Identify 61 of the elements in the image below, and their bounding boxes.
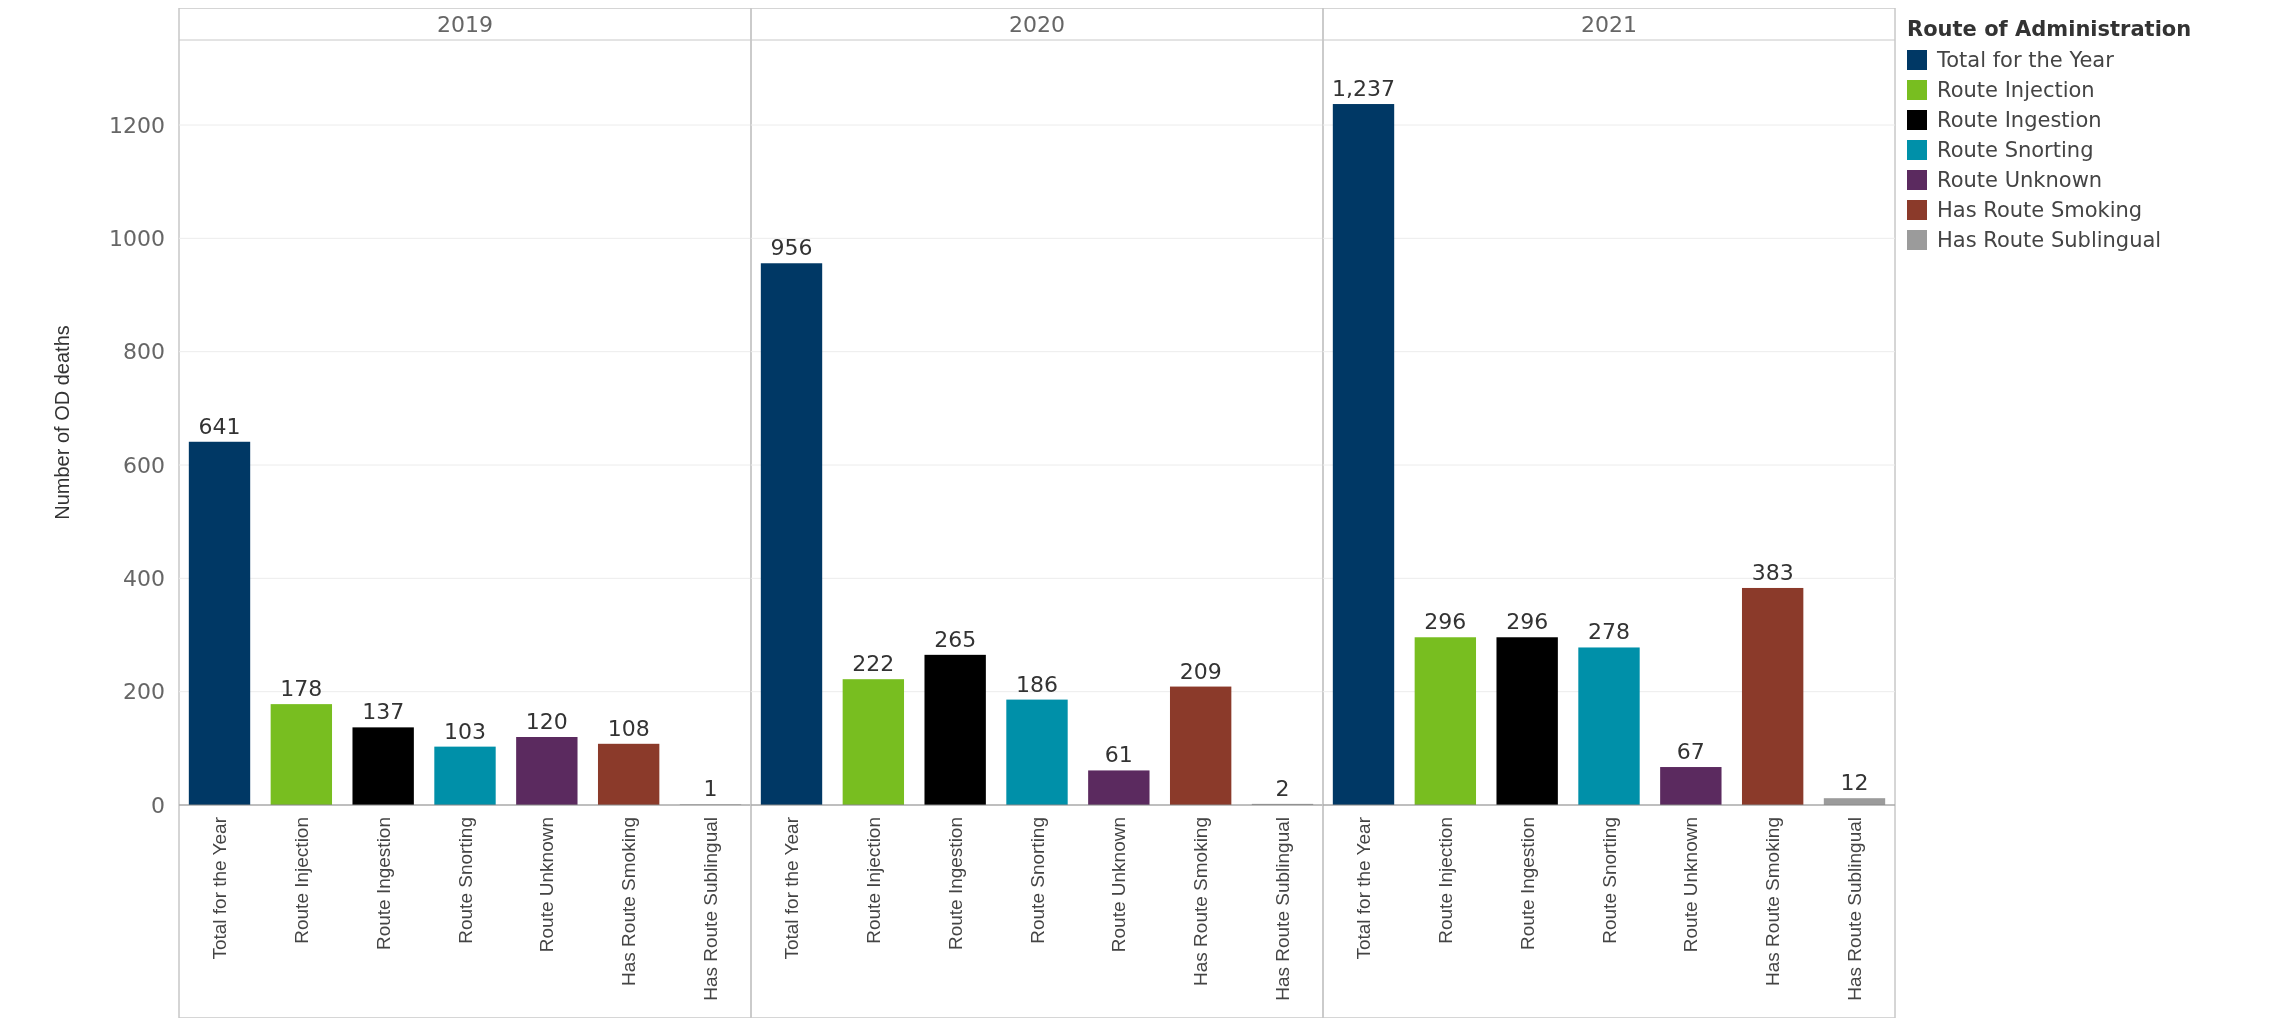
data-label: 296: [1424, 609, 1467, 635]
x-tick-label: Has Route Sublingual: [1844, 817, 1866, 1001]
data-label: 178: [280, 676, 323, 702]
data-label: 12: [1840, 770, 1869, 796]
legend-label: Has Route Smoking: [1937, 198, 2143, 223]
data-label: 296: [1506, 609, 1549, 635]
data-label: 67: [1676, 739, 1705, 765]
x-tick-label: Route Snorting: [454, 817, 476, 944]
data-label: 1: [703, 776, 718, 802]
y-tick-label: 1000: [109, 226, 165, 252]
x-tick-label: Route Injection: [862, 817, 884, 944]
data-label: 103: [444, 718, 486, 744]
data-label: 956: [770, 235, 813, 261]
data-label: 108: [607, 715, 650, 741]
data-label: 120: [525, 709, 568, 734]
y-tick-label: 400: [123, 566, 165, 592]
y-tick-label: 600: [123, 452, 165, 478]
data-label: 209: [1179, 658, 1222, 684]
legend-label: Route Injection: [1937, 78, 2095, 103]
x-tick-label: Has Route Smoking: [1190, 817, 1212, 986]
y-tick-label: 200: [123, 679, 165, 705]
y-axis-title: Number of OD deaths: [51, 325, 73, 520]
x-tick-label: Route Ingestion: [1516, 817, 1538, 951]
legend-title: Route of Administration: [1907, 17, 2192, 41]
x-tick-label: Route Injection: [1434, 817, 1456, 944]
legend-label: Route Snorting: [1937, 138, 2094, 163]
data-label: 641: [198, 413, 241, 439]
data-label: 61: [1104, 742, 1133, 768]
data-label: 2: [1275, 775, 1290, 801]
data-label: 383: [1751, 559, 1794, 585]
x-tick-label: Has Route Sublingual: [1272, 817, 1294, 1001]
data-label: 137: [362, 699, 405, 725]
x-tick-label: Has Route Sublingual: [700, 817, 722, 1001]
x-tick-label: Route Snorting: [1026, 817, 1048, 944]
x-tick-label: Route Ingestion: [372, 817, 394, 951]
legend-label: Route Ingestion: [1937, 108, 2102, 133]
x-tick-label: Route Unknown: [1108, 817, 1130, 953]
y-tick-label: 0: [151, 792, 165, 818]
x-tick-label: Total for the Year: [209, 816, 231, 960]
data-label: 265: [934, 626, 977, 652]
legend-label: Has Route Sublingual: [1937, 228, 2162, 253]
x-tick-label: Route Unknown: [1680, 817, 1702, 953]
data-label: 1,237: [1332, 76, 1395, 102]
chart-title: 2019: [437, 12, 493, 37]
x-tick-label: Has Route Smoking: [1762, 817, 1784, 986]
x-tick-label: Has Route Smoking: [618, 817, 640, 986]
legend-label: Total for the Year: [1936, 48, 2115, 73]
y-tick-label: 800: [123, 339, 165, 365]
x-tick-label: Total for the Year: [781, 816, 803, 960]
x-tick-label: Route Unknown: [536, 817, 558, 953]
x-tick-label: Route Ingestion: [944, 817, 966, 951]
y-tick-label: 1200: [109, 112, 165, 138]
data-label: 186: [1016, 671, 1058, 697]
chart-title: 2020: [1009, 12, 1065, 37]
x-tick-label: Route Snorting: [1598, 817, 1620, 944]
x-tick-label: Total for the Year: [1353, 816, 1375, 960]
data-label: 278: [1588, 619, 1630, 645]
data-label: 222: [852, 651, 895, 677]
chart-title: 2021: [1581, 12, 1637, 37]
x-tick-label: Route Injection: [290, 817, 312, 944]
legend-label: Route Unknown: [1937, 168, 2103, 193]
